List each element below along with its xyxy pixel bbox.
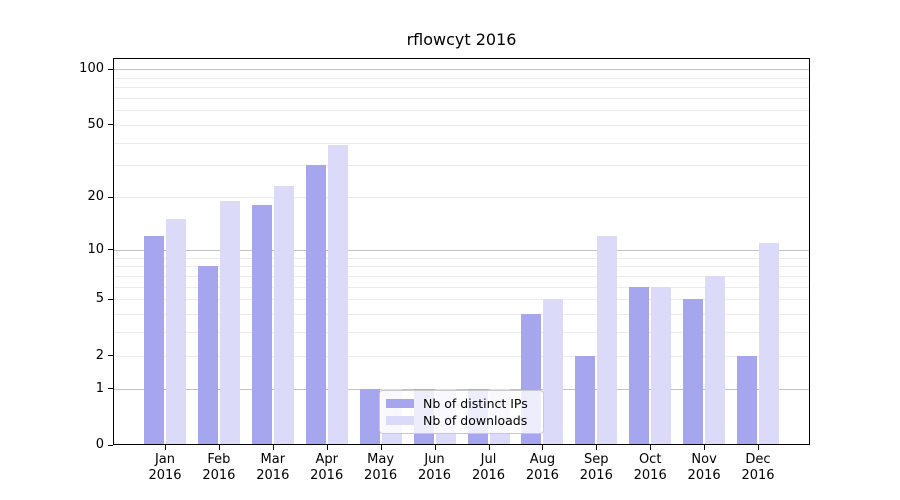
x-tick-label: Oct 2016 [633, 452, 667, 483]
bar-downloads [651, 286, 672, 445]
x-tick-mark [758, 445, 759, 450]
gridline [114, 142, 809, 144]
bar-distinct-ips [197, 266, 218, 445]
bar-downloads [543, 299, 564, 445]
x-tick-label: Jun 2016 [417, 452, 452, 483]
bar-distinct-ips [251, 205, 272, 445]
legend-swatch-distinct-ips [386, 399, 414, 408]
gridline [114, 87, 809, 89]
legend-label-distinct-ips: Nb of distinct IPs [423, 396, 528, 411]
gridline-major [114, 388, 809, 390]
gridline [114, 299, 809, 301]
bar-downloads [597, 236, 618, 445]
bar-downloads [327, 144, 348, 445]
y-tick-mark [108, 388, 113, 390]
gridline [114, 77, 809, 79]
x-tick-label: Jan 2016 [148, 452, 182, 483]
legend-row-distinct-ips: Nb of distinct IPs [386, 396, 535, 411]
y-tick-label: 100 [79, 61, 104, 77]
gridline [114, 314, 809, 315]
legend-row-downloads: Nb of downloads [386, 413, 535, 428]
bar-distinct-ips [575, 355, 596, 445]
bar-distinct-ips [305, 165, 326, 445]
x-tick-label: Feb 2016 [202, 452, 236, 483]
y-tick-label: 10 [87, 241, 104, 257]
gridline [114, 275, 809, 277]
x-tick-label: Nov 2016 [687, 452, 721, 483]
y-tick-label: 20 [87, 189, 104, 205]
legend: Nb of distinct IPs Nb of downloads [379, 390, 544, 434]
bar-downloads [759, 242, 779, 445]
x-tick-mark [596, 445, 598, 450]
bar-distinct-ips [629, 286, 650, 445]
x-tick-mark [488, 445, 490, 450]
y-tick-label: 5 [95, 291, 104, 307]
x-tick-label: May 2016 [364, 452, 398, 483]
x-tick-mark [165, 445, 166, 450]
x-tick-mark [272, 445, 274, 450]
y-tick-label: 1 [95, 380, 104, 396]
x-tick-mark [218, 445, 220, 450]
y-tick-mark [108, 298, 113, 300]
bar-distinct-ips [144, 236, 164, 445]
gridline [114, 124, 809, 126]
bar-downloads [273, 186, 294, 445]
bar-distinct-ips [737, 355, 757, 445]
y-tick-mark [108, 196, 113, 198]
bar-downloads [705, 275, 726, 445]
x-tick-mark [650, 445, 652, 450]
x-tick-mark [704, 445, 706, 450]
y-tick-label: 50 [87, 116, 104, 132]
y-tick-label: 2 [95, 347, 104, 363]
gridline [114, 286, 809, 288]
gridline-major [114, 69, 809, 71]
gridline [114, 165, 809, 167]
y-tick-mark [108, 355, 113, 357]
chart-title: rflowcyt 2016 [406, 30, 517, 49]
bar-downloads [219, 201, 240, 445]
gridline [114, 355, 809, 357]
x-tick-label: Aug 2016 [525, 452, 559, 483]
legend-label-downloads: Nb of downloads [423, 413, 528, 428]
x-tick-label: Apr 2016 [310, 452, 344, 483]
gridline [114, 197, 809, 199]
gridline [114, 110, 809, 112]
y-tick-label: 0 [95, 437, 104, 452]
x-tick-mark [434, 445, 436, 450]
y-tick-mark [108, 124, 113, 126]
x-tick-label: Sep 2016 [579, 452, 613, 483]
x-tick-label: Dec 2016 [741, 452, 775, 483]
x-tick-mark [542, 445, 544, 450]
legend-swatch-downloads [386, 416, 414, 425]
gridline [114, 98, 809, 99]
y-tick-mark [108, 68, 113, 70]
y-tick-mark [108, 444, 113, 446]
gridline [114, 332, 809, 334]
gridline [114, 266, 809, 268]
bar-downloads [166, 219, 186, 445]
x-tick-label: Jul 2016 [471, 452, 506, 483]
gridline-major [114, 249, 809, 251]
bar-distinct-ips [683, 299, 704, 445]
x-tick-mark [326, 445, 328, 450]
x-tick-label: Mar 2016 [256, 452, 290, 483]
bar-distinct-ips [359, 388, 380, 445]
x-tick-mark [380, 445, 382, 450]
gridline [114, 257, 809, 259]
y-tick-mark [108, 249, 113, 251]
